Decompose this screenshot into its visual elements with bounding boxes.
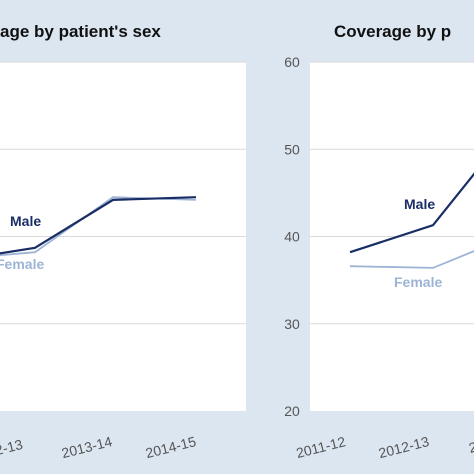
series-line-male-1: [349, 172, 474, 254]
x-tick-label-0-1: 2-13: [0, 436, 25, 458]
x-tick-label-0-3: 2014-15: [144, 433, 198, 461]
x-tick-label-1-2: 2: [467, 438, 474, 455]
y-tick-label-1-4: 60: [284, 54, 300, 70]
series-line-female-1: [349, 250, 474, 269]
series-label-female-1: Female: [394, 274, 442, 290]
series-label-male-0: Male: [10, 213, 41, 229]
chart-title-right: Coverage by p: [334, 22, 452, 41]
x-tick-label-1-1: 2012-13: [377, 433, 431, 461]
y-tick-label-1-0: 20: [284, 403, 300, 419]
x-tick-label-1-0: 2011-12: [294, 433, 347, 461]
chart-title-left: age by patient's sex: [0, 22, 161, 41]
series-line-male-0: [0, 196, 197, 255]
x-tick-label-0-2: 2013-14: [60, 433, 114, 461]
y-tick-label-1-3: 50: [284, 141, 300, 157]
series-label-male-1: Male: [404, 196, 435, 212]
y-tick-label-1-2: 40: [284, 229, 300, 245]
y-tick-label-1-1: 30: [284, 316, 300, 332]
series-label-female-0: Female: [0, 256, 44, 272]
